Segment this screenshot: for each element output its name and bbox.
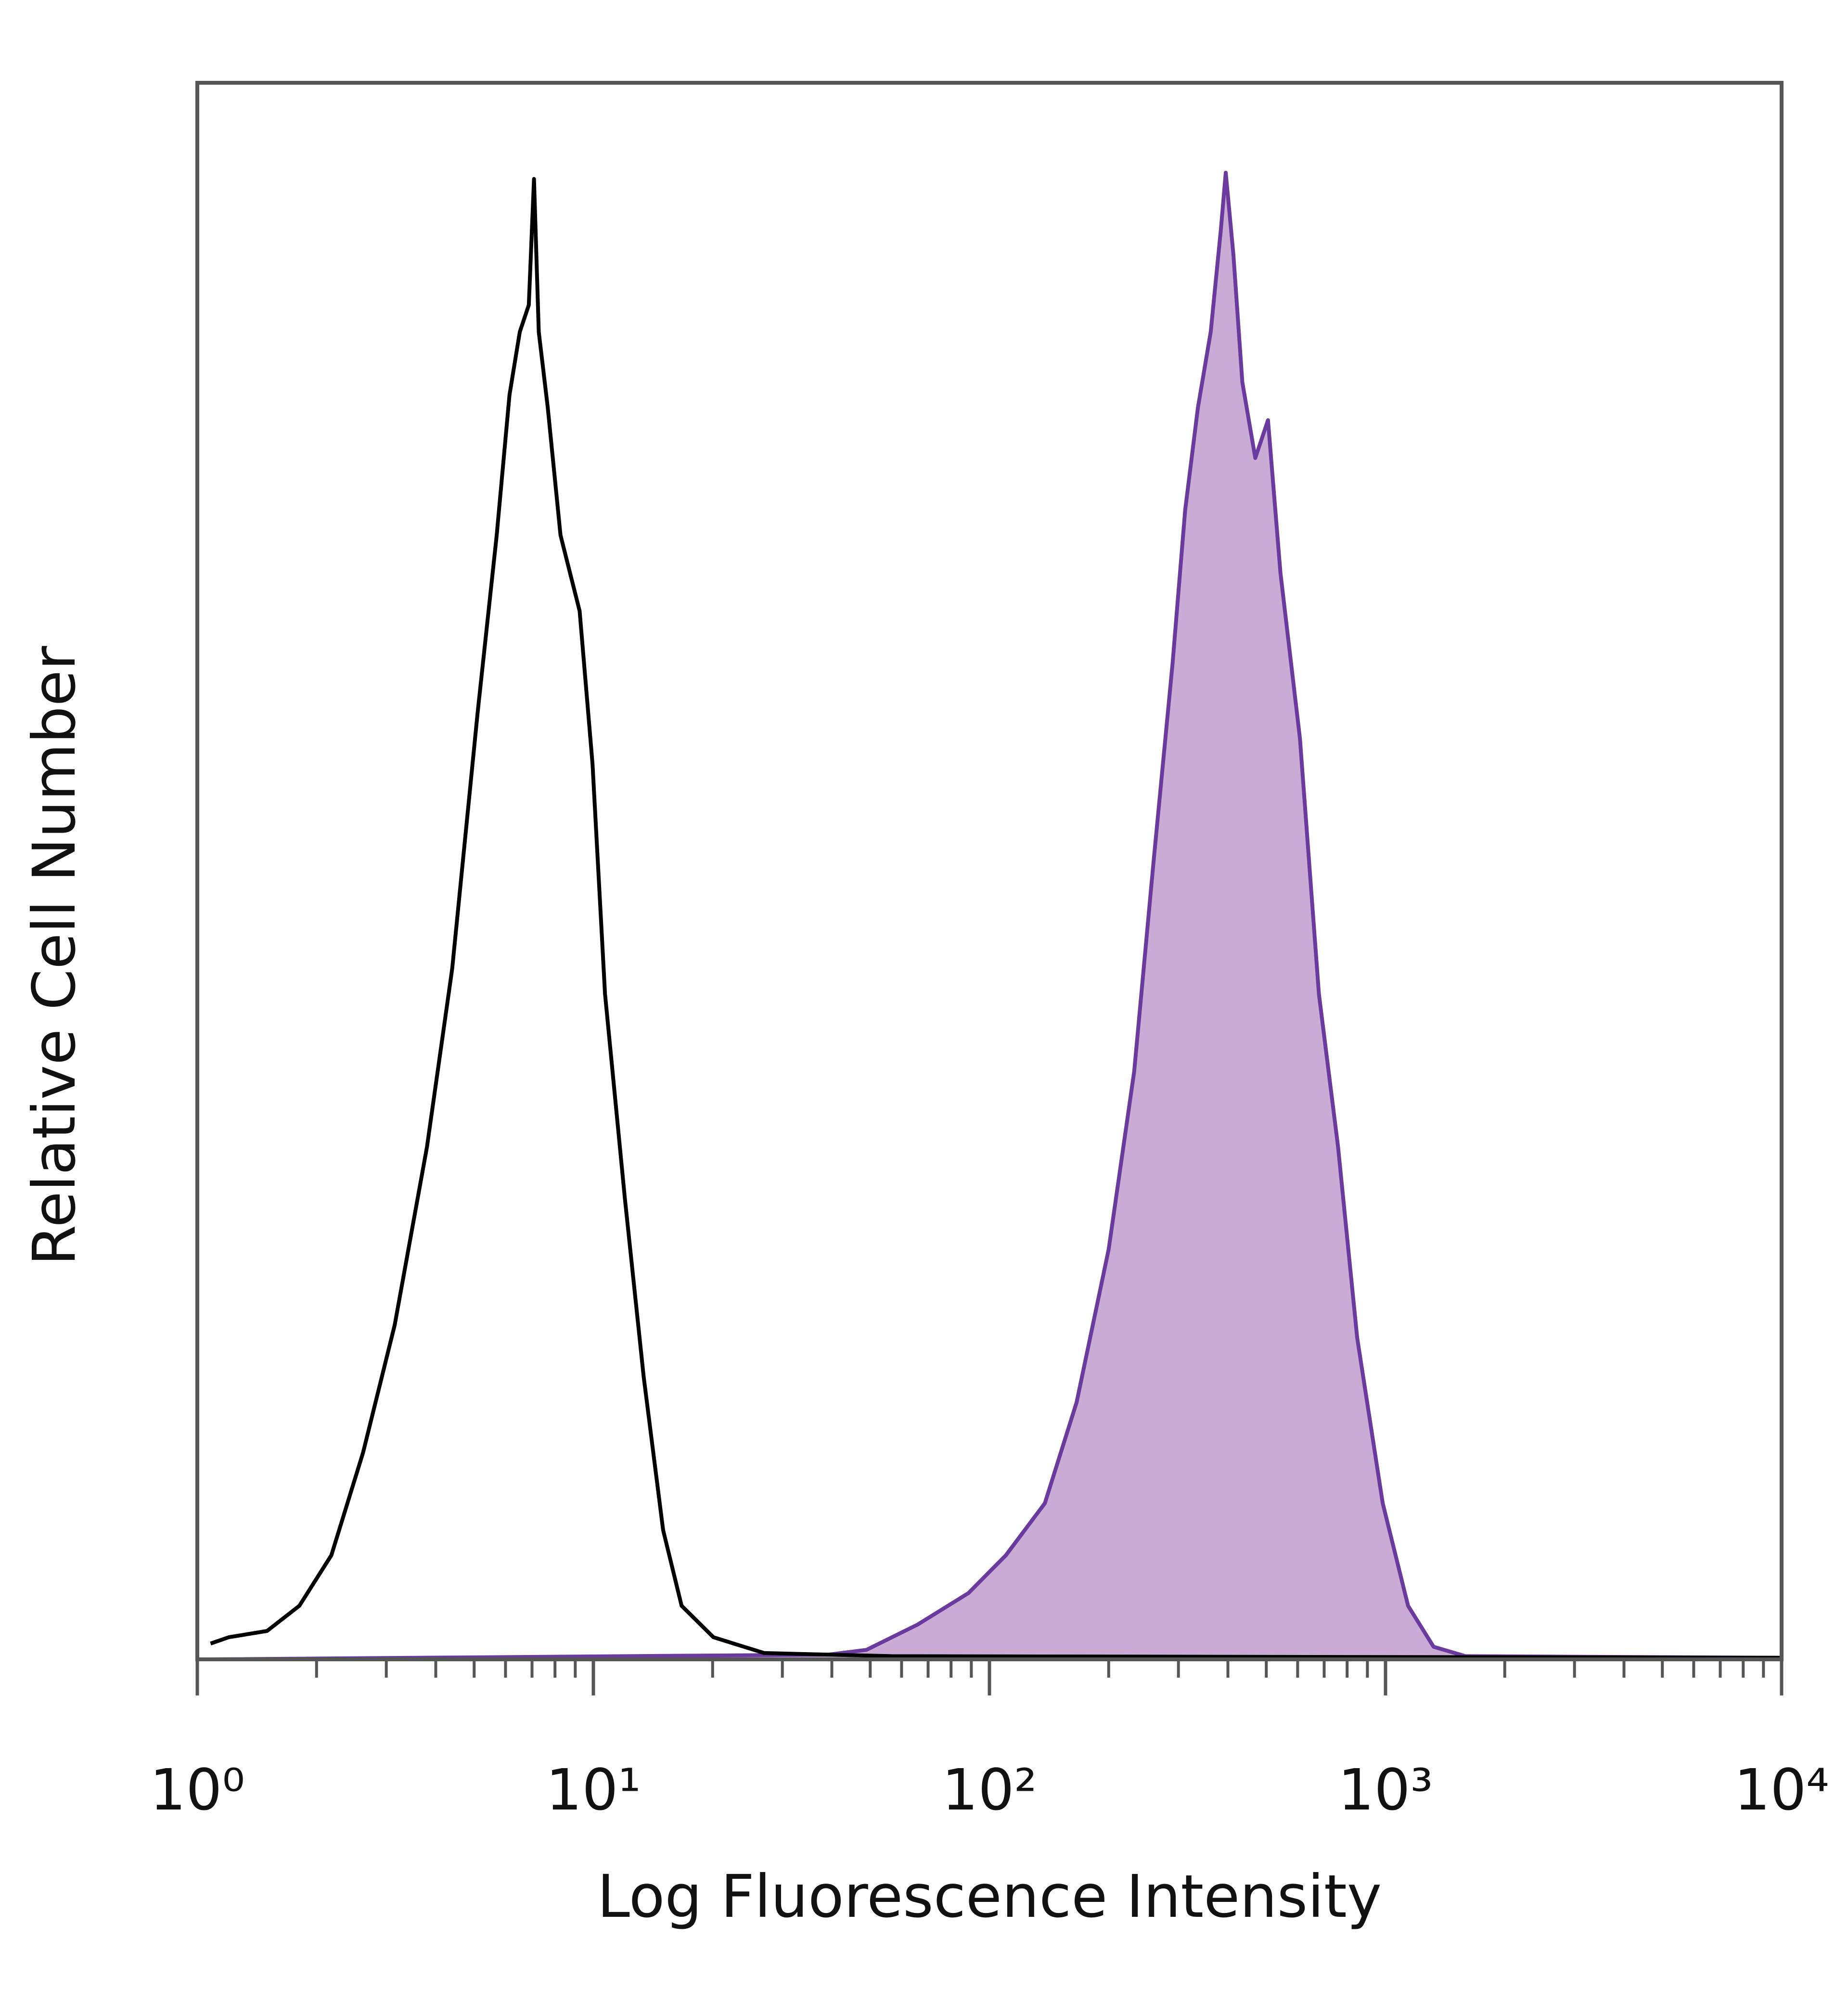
y-axis-label: Relative Cell Number bbox=[20, 645, 89, 1266]
x-axis-label: Log Fluorescence Intensity bbox=[597, 1862, 1382, 1931]
histogram-line bbox=[210, 170, 1782, 1661]
x-tick-label: 10⁰ bbox=[150, 1757, 244, 1823]
x-tick-label: 10⁴ bbox=[1734, 1757, 1829, 1823]
x-tick-label: 10¹ bbox=[546, 1757, 641, 1823]
plot-frame bbox=[195, 81, 1784, 1661]
x-tick-label: 10² bbox=[942, 1757, 1037, 1823]
histogram-area bbox=[210, 172, 1782, 1660]
x-tick-label: 10³ bbox=[1338, 1757, 1433, 1823]
histogram-line bbox=[210, 177, 1782, 1660]
